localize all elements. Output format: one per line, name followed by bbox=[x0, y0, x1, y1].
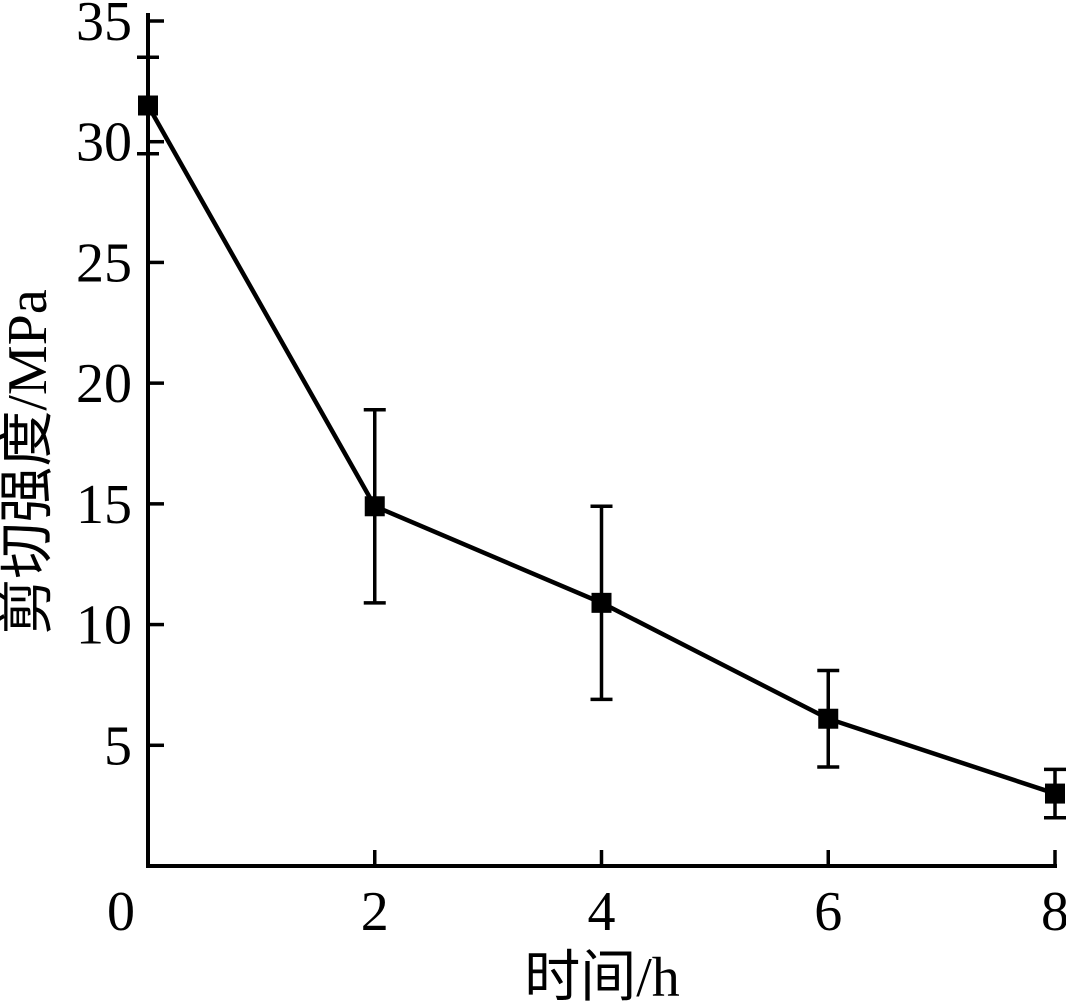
x-tick-label: 0 bbox=[107, 881, 135, 943]
data-point-marker bbox=[1045, 783, 1065, 804]
data-point-marker bbox=[591, 592, 612, 613]
y-axis-title: 剪切强度/MPa bbox=[0, 289, 59, 634]
y-tick-label: 20 bbox=[76, 353, 132, 415]
x-tick-label: 4 bbox=[588, 881, 616, 943]
axis-spines bbox=[146, 13, 1057, 868]
y-tick-label: 25 bbox=[76, 232, 132, 294]
data-point-marker bbox=[818, 708, 839, 729]
y-tick-label: 10 bbox=[76, 595, 132, 657]
data-point-marker bbox=[364, 496, 385, 517]
y-tick-label: 35 bbox=[76, 0, 132, 53]
x-tick-label: 2 bbox=[361, 881, 389, 943]
y-tick-label: 30 bbox=[76, 112, 132, 174]
data-point-marker bbox=[138, 95, 158, 116]
y-tick-label: 15 bbox=[76, 474, 132, 536]
x-tick-label: 8 bbox=[1041, 881, 1066, 943]
x-axis-title: 时间/h bbox=[524, 947, 680, 1004]
x-tick-label: 6 bbox=[814, 881, 842, 943]
y-tick-label: 5 bbox=[104, 715, 132, 777]
